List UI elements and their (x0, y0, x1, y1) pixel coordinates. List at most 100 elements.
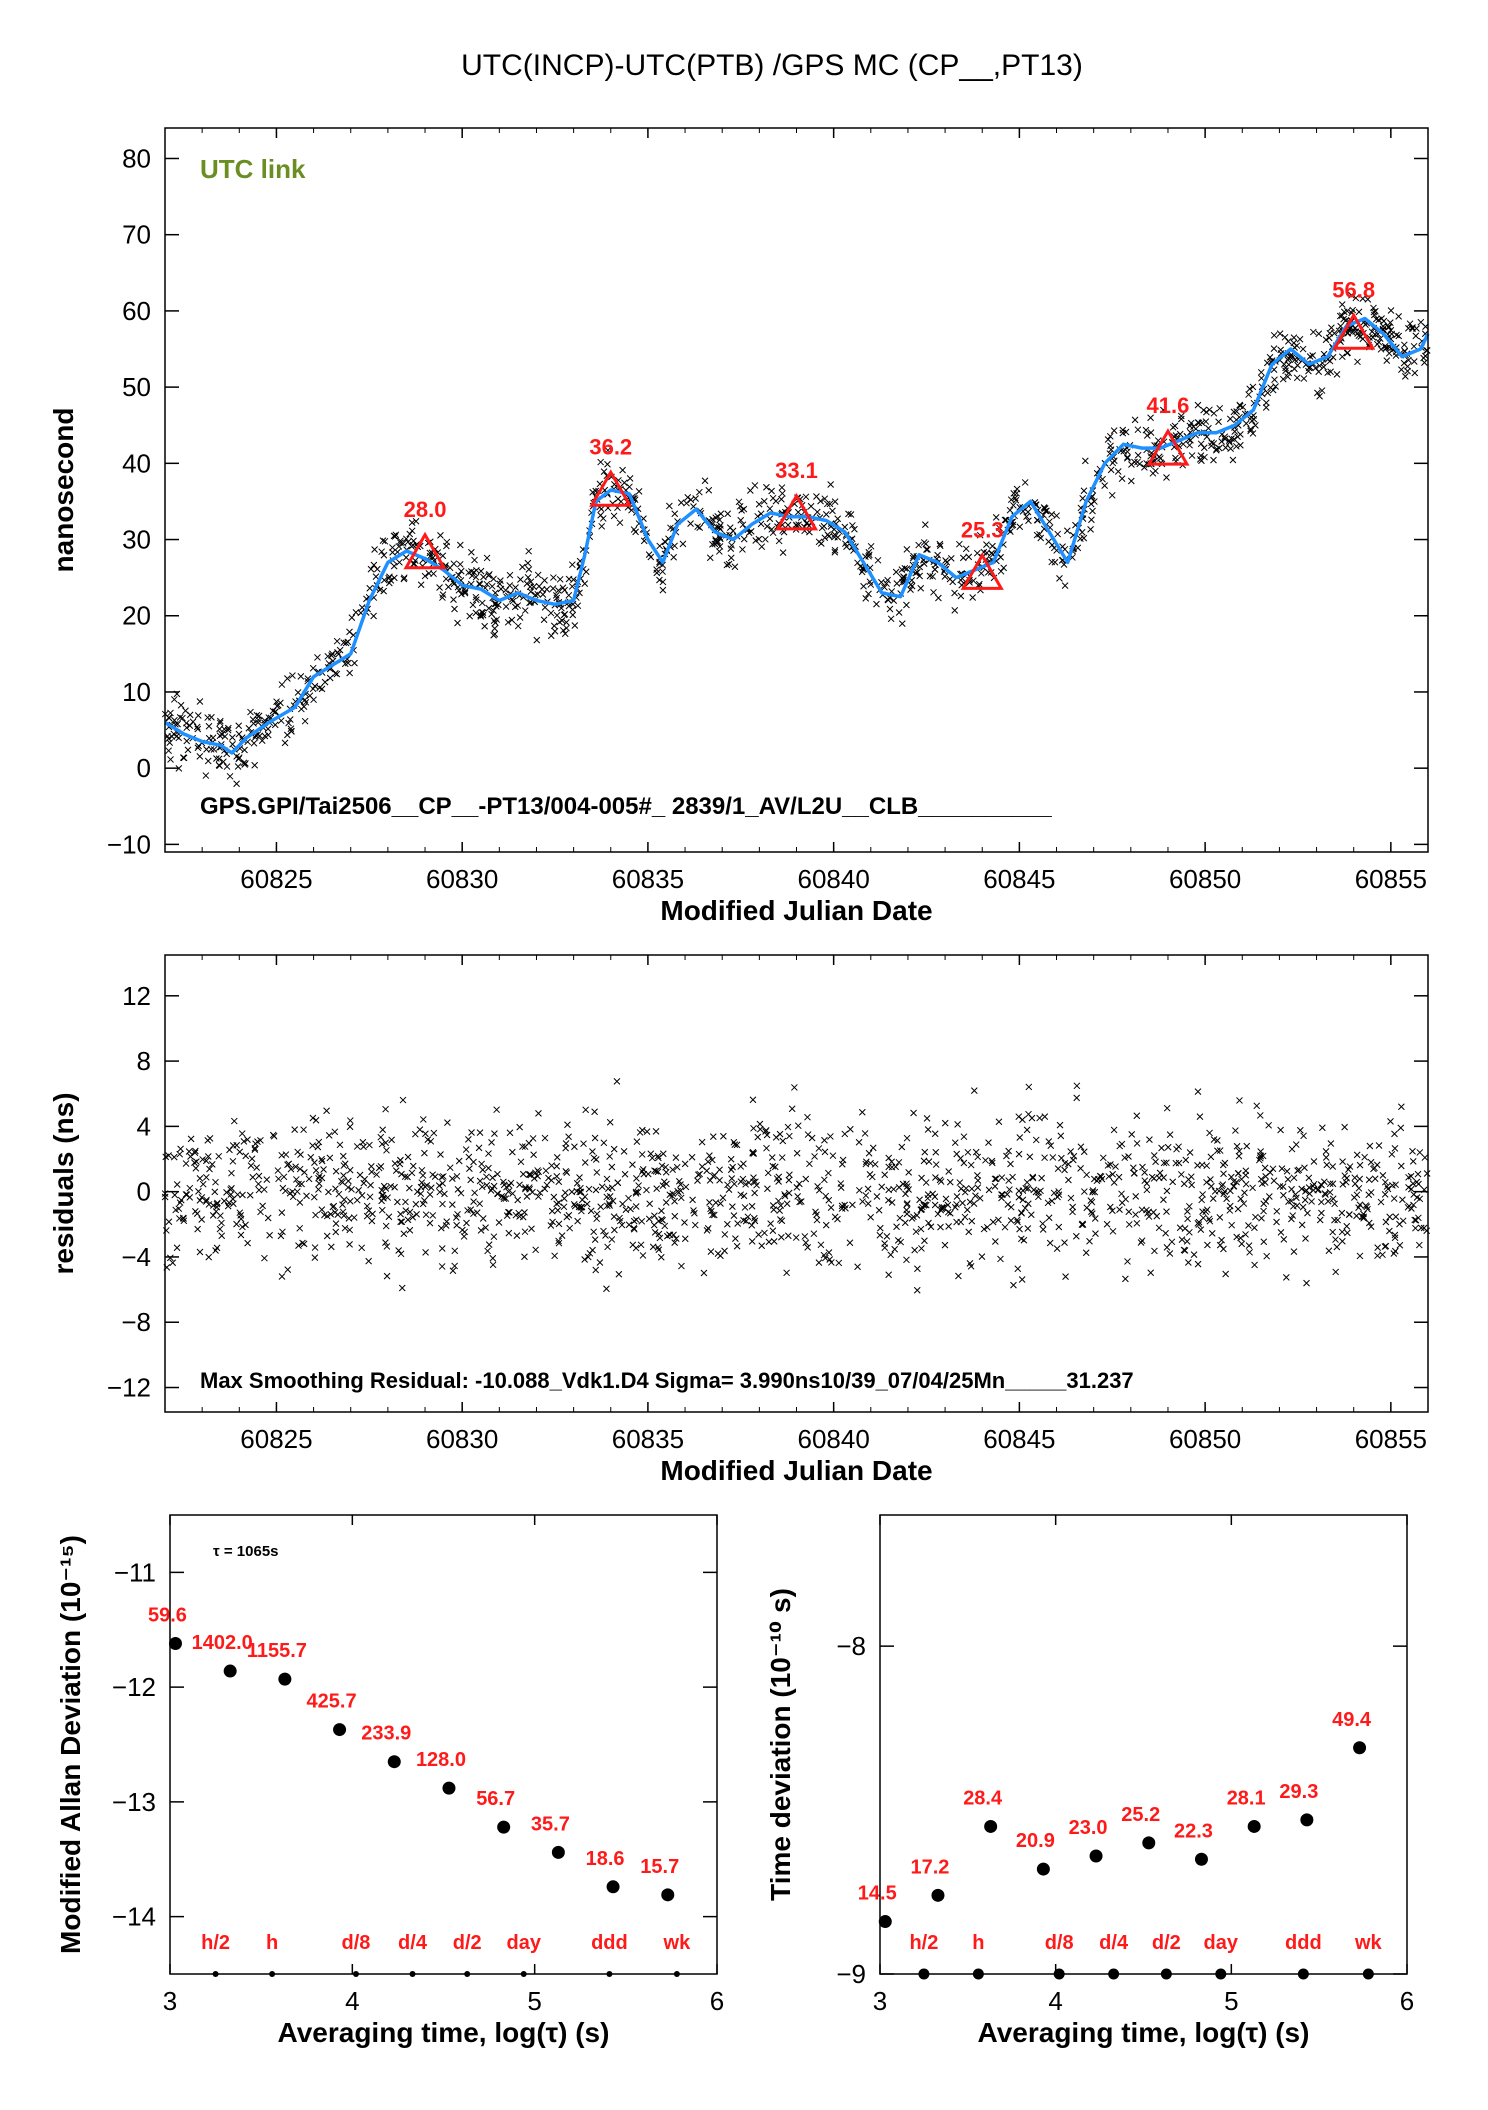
main-data-point (1276, 330, 1284, 337)
residual-data-point (737, 1178, 745, 1186)
main-data-point (165, 747, 172, 755)
main-data-point (916, 572, 924, 580)
main-data-point (724, 510, 732, 518)
residual-data-point (1397, 1162, 1405, 1170)
residual-data-point (162, 1227, 170, 1234)
residual-data-point (169, 1259, 177, 1267)
residual-data-point (1047, 1142, 1055, 1150)
residual-data-point (655, 1230, 663, 1238)
residual-data-point (932, 1148, 940, 1156)
residual-data-point (829, 1152, 837, 1160)
residual-data-point (383, 1146, 390, 1154)
residual-data-point (801, 1233, 809, 1240)
main-data-point (1333, 370, 1341, 378)
main-data-point (1316, 392, 1323, 400)
residual-data-point (307, 1153, 315, 1161)
residual-data-point (238, 1130, 246, 1137)
residual-data-point (293, 1188, 301, 1195)
main-data-point (1411, 369, 1419, 377)
residual-data-point (1331, 1200, 1338, 1208)
residual-data-point (468, 1129, 475, 1136)
main-data-point (1291, 365, 1298, 373)
residual-data-point (1218, 1182, 1226, 1190)
main-data-point (461, 589, 469, 597)
residual-data-point (891, 1245, 899, 1253)
residual-data-point (1265, 1121, 1273, 1129)
residual-data-point (505, 1188, 512, 1195)
main-data-point (437, 532, 444, 539)
main-data-point (886, 605, 894, 613)
main-data-point (314, 654, 321, 661)
main-data-point (1091, 498, 1098, 505)
residual-data-point (876, 1231, 884, 1239)
main-data-point (821, 495, 829, 503)
main-data-point (1329, 353, 1337, 361)
main-data-point (716, 516, 723, 524)
residual-data-point (1315, 1186, 1322, 1193)
main-data-point (822, 511, 830, 518)
residual-data-point (514, 1196, 522, 1204)
main-data-point (877, 578, 885, 586)
main-data-point (1099, 475, 1106, 483)
residual-data-point (1270, 1177, 1278, 1185)
residual-data-point (1407, 1185, 1415, 1193)
main-data-point (180, 754, 188, 762)
main-data-point (1141, 464, 1148, 471)
residual-data-point (998, 1191, 1005, 1199)
residual-data-point (565, 1211, 573, 1219)
main-data-point (645, 551, 653, 558)
main-data-point (1159, 406, 1167, 414)
residual-data-point (1404, 1203, 1412, 1211)
residual-data-point (777, 1202, 785, 1209)
residual-data-point (821, 1148, 829, 1156)
residual-data-point (359, 1138, 367, 1146)
residual-data-point (596, 1259, 604, 1266)
residual-data-point (282, 1187, 289, 1195)
residual-data-point (580, 1140, 587, 1148)
residual-data-point (610, 1213, 618, 1220)
main-data-point (1269, 386, 1277, 394)
mdev-point-label: 56.7 (476, 1788, 515, 1810)
main-data-point (196, 753, 204, 760)
residual-data-point (1318, 1124, 1326, 1132)
main-data-point (701, 477, 709, 485)
main-data-point (553, 611, 561, 619)
residual-data-point (1041, 1154, 1048, 1162)
main-data-point (310, 696, 317, 704)
residual-data-point (323, 1232, 331, 1240)
residual-data-point (1045, 1214, 1053, 1222)
main-data-point (760, 497, 768, 505)
residual-data-point (923, 1114, 931, 1122)
residual-data-point (862, 1158, 870, 1166)
main-data-point (1393, 331, 1400, 339)
residual-data-point (448, 1175, 456, 1182)
main-data-point (346, 669, 354, 677)
residual-data-point (918, 1245, 925, 1252)
main-data-point (1272, 383, 1279, 390)
residual-data-point (849, 1201, 856, 1209)
main-data-point (412, 517, 420, 525)
main-data-point (396, 558, 403, 566)
main-data-point (226, 772, 234, 780)
main-data-point (1134, 451, 1142, 459)
residual-data-point (1329, 1180, 1337, 1188)
residuals-x-axis-title: Modified Julian Date (660, 1455, 932, 1486)
main-data-point (695, 488, 703, 496)
residual-data-point (1078, 1221, 1086, 1228)
residual-data-point (793, 1183, 801, 1191)
residual-data-point (1133, 1140, 1141, 1147)
residual-data-point (509, 1190, 516, 1197)
main-data-point (333, 637, 341, 645)
residual-data-point (925, 1219, 932, 1227)
triangle-marker (774, 492, 819, 531)
residual-data-point (991, 1183, 999, 1190)
residual-data-point (1288, 1197, 1295, 1205)
main-data-point (485, 570, 493, 578)
main-data-point (747, 528, 755, 535)
residual-data-point (412, 1200, 420, 1208)
tdev-data-point (931, 1888, 945, 1902)
residual-data-point (1338, 1228, 1346, 1236)
residual-data-point (494, 1170, 501, 1178)
residual-data-point (924, 1191, 932, 1199)
main-data-point (539, 591, 547, 598)
